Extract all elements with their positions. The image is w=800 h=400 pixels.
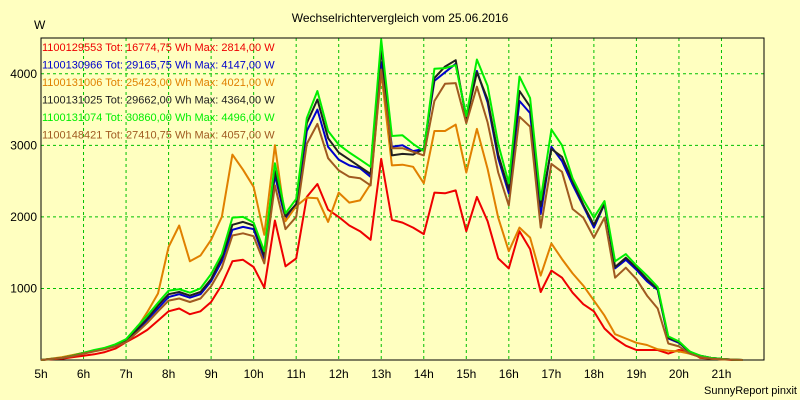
x-tick-label: 5h bbox=[34, 367, 47, 381]
axes bbox=[40, 37, 765, 361]
series-line-1100131006 bbox=[40, 71, 743, 361]
x-tick-label: 18h bbox=[584, 367, 604, 381]
y-tick-label: 4000 bbox=[10, 67, 37, 81]
x-tick-labels: 5h 6h 7h 8h 9h 10h 11h 12h 13h 14h 15h 16h 17h 18h 19h… bbox=[34, 367, 731, 381]
x-tick-label: 21h bbox=[711, 367, 731, 381]
legend-entry-1100131025: 1100131025 Tot: 29662,00 Wh Max: 4364,00… bbox=[42, 95, 275, 107]
x-tick-label: 6h bbox=[77, 367, 90, 381]
x-tick-label: 17h bbox=[541, 367, 561, 381]
legend-entry-1100148421: 1100148421 Tot: 27410,75 Wh Max: 4057,00… bbox=[42, 130, 275, 142]
x-tick-label: 9h bbox=[204, 367, 217, 381]
x-tick-label: 19h bbox=[626, 367, 646, 381]
series-lines bbox=[40, 38, 743, 361]
legend: 1100129553 Tot: 16774,75 Wh Max: 2814,00… bbox=[42, 42, 275, 142]
legend-entry-1100131074: 1100131074 Tot: 30860,00 Wh Max: 4496,00… bbox=[42, 112, 275, 124]
legend-entry-1100131006: 1100131006 Tot: 25423,00 Wh Max: 4021,00… bbox=[42, 77, 275, 89]
x-tick-label: 11h bbox=[287, 367, 306, 381]
y-tick-label: 3000 bbox=[10, 138, 37, 152]
y-tick-label: 2000 bbox=[10, 210, 37, 224]
x-tick-label: 14h bbox=[414, 367, 434, 381]
x-tick-label: 16h bbox=[499, 367, 519, 381]
x-tick-label: 8h bbox=[162, 367, 175, 381]
x-tick-label: 13h bbox=[371, 367, 391, 381]
series-line-1100131074 bbox=[40, 38, 743, 361]
chart-title: Wechselrichtervergleich vom 25.06.2016 bbox=[292, 11, 509, 25]
x-tick-label: 15h bbox=[456, 367, 476, 381]
series-line-1100148421 bbox=[40, 68, 743, 361]
x-tick-label: 20h bbox=[669, 367, 689, 381]
legend-entry-1100130966: 1100130966 Tot: 29165,75 Wh Max: 4147,00… bbox=[42, 60, 275, 72]
y-tick-label: 1000 bbox=[10, 281, 37, 295]
series-line-1100131025 bbox=[40, 47, 743, 361]
y-tick-labels: 1000 2000 3000 4000 bbox=[10, 67, 37, 296]
plot-frame bbox=[40, 37, 765, 361]
series-line-1100129553 bbox=[40, 157, 743, 361]
footer-text: SunnyReport pinxit bbox=[704, 385, 797, 397]
y-axis-label: W bbox=[34, 18, 46, 32]
x-tick-label: 10h bbox=[244, 367, 264, 381]
legend-entry-1100129553: 1100129553 Tot: 16774,75 Wh Max: 2814,00… bbox=[42, 42, 275, 54]
x-tick-label: 12h bbox=[329, 367, 349, 381]
x-tick-label: 7h bbox=[119, 367, 132, 381]
